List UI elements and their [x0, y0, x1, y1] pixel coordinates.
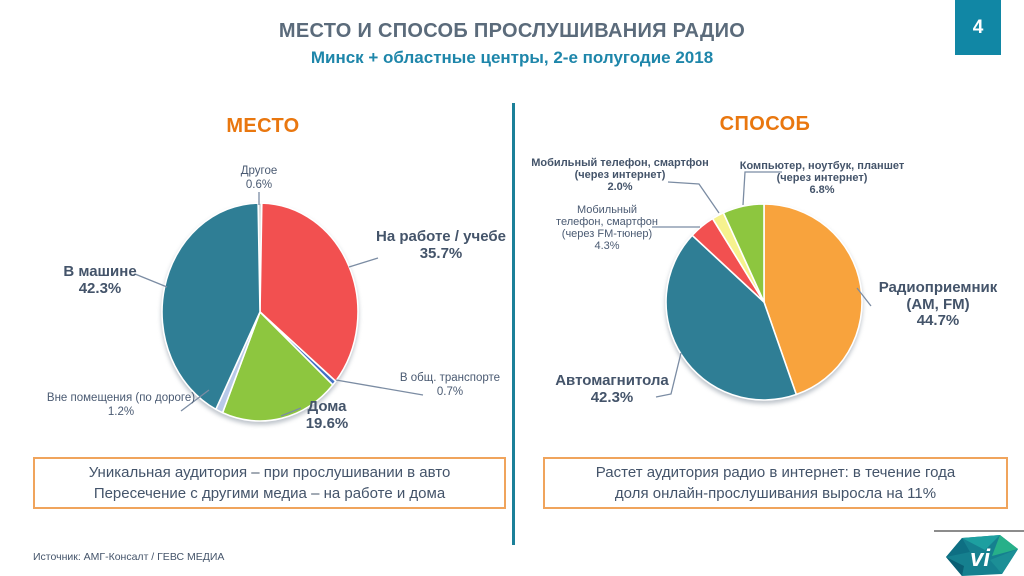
- note-way-line1: Растет аудитория радио в интернет: в теч…: [595, 464, 956, 481]
- leader-car: [134, 273, 168, 288]
- callout-mobile-fm: Мобильный телефон, смартфон (через FM-тю…: [532, 204, 682, 252]
- callout-receiver-label1: Радиоприемник: [878, 279, 998, 296]
- vi-logo: vi: [946, 535, 1018, 576]
- slide-subtitle: Минск + областные центры, 2-е полугодие …: [310, 48, 714, 67]
- callout-mobile-fm-label1: Мобильный: [576, 204, 638, 216]
- note-place-line1: Уникальная аудитория – при прослушивании…: [88, 464, 451, 481]
- callout-home-label: Дома: [307, 398, 347, 415]
- pie-slice-5: [161, 202, 261, 411]
- place-leader-lines: [134, 192, 424, 417]
- leader-work: [348, 257, 379, 268]
- callout-mobile-internet-label2: (через интернет): [574, 169, 666, 181]
- chart-heading-way: СПОСОБ: [719, 113, 811, 135]
- note-way-line2: доля онлайн-прослушивания выросла на 11%: [614, 485, 937, 502]
- callout-work-label: На работе / учебе: [376, 228, 506, 245]
- way-leader-lines: [652, 171, 872, 398]
- callout-receiver-label2: (AM, FM): [906, 295, 970, 313]
- place-pie: [161, 202, 359, 422]
- callout-mobile-fm-label3: (через FM-тюнер): [561, 228, 653, 240]
- leader-home: [280, 407, 302, 417]
- vi-logo-facet-left: [946, 538, 970, 557]
- source-text: Источник: АМГ-Консалт / ГЕВС МЕДИА: [33, 551, 225, 563]
- vi-logo-facet-bottomright: [990, 549, 1018, 574]
- callout-home-value: 19.6%: [305, 414, 349, 432]
- callout-home: Дома 19.6%: [283, 398, 371, 432]
- section-divider: [512, 103, 515, 545]
- way-pie: [665, 203, 863, 401]
- callout-car: В машине 42.3%: [30, 263, 170, 297]
- callout-other-label: Другое: [240, 165, 278, 177]
- callout-car-radio: Автомагнитола 42.3%: [542, 372, 682, 406]
- leader-car-radio: [655, 352, 682, 398]
- callout-car-label: В машине: [63, 263, 137, 280]
- callout-computer-label1: Компьютер, ноутбук, планшет: [739, 160, 905, 172]
- callout-transport-label: В общ. транспорте: [399, 372, 501, 384]
- callout-mobile-fm-label2: телефон, смартфон: [556, 216, 658, 228]
- callout-receiver-value: 44.7%: [916, 312, 960, 329]
- callout-computer-label2: (через интернет): [776, 172, 868, 184]
- callout-other-value: 0.6%: [245, 178, 273, 191]
- slide-title: МЕСТО И СПОСОБ ПРОСЛУШИВАНИЯ РАДИО: [278, 20, 746, 42]
- callout-car-radio-value: 42.3%: [590, 388, 634, 406]
- callout-mobile-internet-value: 2.0%: [607, 181, 633, 193]
- vi-logo-facet-top: [962, 535, 1000, 550]
- footer-divider-line: [934, 530, 1024, 532]
- vi-logo-facet-bottomleft: [946, 557, 964, 576]
- callout-computer: Компьютер, ноутбук, планшет (через интер…: [732, 160, 912, 196]
- leader-mobile-internet: [667, 181, 720, 214]
- callout-outside-value: 1.2%: [107, 405, 135, 418]
- callout-computer-value: 6.8%: [809, 184, 835, 196]
- callout-work: На работе / учебе 35.7%: [366, 228, 516, 262]
- leader-computer: [742, 171, 782, 206]
- callout-other: Другое 0.6%: [209, 165, 309, 192]
- vi-logo-facet-right: [992, 535, 1018, 556]
- callout-mobile-fm-value: 4.3%: [594, 240, 620, 252]
- vi-logo-text: vi: [970, 545, 991, 572]
- pie-slice-1: [665, 234, 798, 401]
- callout-work-value: 35.7%: [419, 244, 463, 262]
- callout-mobile-internet: Мобильный телефон, смартфон (через интер…: [530, 157, 710, 193]
- note-box-way: Растет аудитория радио в интернет: в теч…: [543, 457, 1008, 509]
- chart-heading-place: МЕСТО: [226, 115, 300, 137]
- callout-receiver: Радиоприемник (AM, FM) 44.7%: [868, 279, 1008, 330]
- pie-slice-4: [722, 203, 765, 303]
- callout-mobile-internet-label1: Мобильный телефон, смартфон: [531, 157, 709, 169]
- callout-car-value: 42.3%: [78, 279, 122, 297]
- leader-receiver: [856, 287, 872, 307]
- callout-outside-label: Вне помещения (по дороге): [46, 392, 196, 404]
- callout-car-radio-label: Автомагнитола: [555, 372, 669, 389]
- note-box-place: Уникальная аудитория – при прослушивании…: [33, 457, 506, 509]
- leader-outside: [180, 389, 210, 412]
- callout-transport-value: 0.7%: [436, 385, 464, 398]
- callout-outside: Вне помещения (по дороге) 1.2%: [31, 392, 211, 419]
- page-number-badge: 4: [955, 0, 1001, 55]
- pie-slice-0: [763, 203, 863, 396]
- note-place-line2: Пересечение с другими медиа – на работе …: [93, 485, 446, 502]
- leader-transport: [335, 379, 424, 396]
- callout-transport: В общ. транспорте 0.7%: [380, 372, 520, 399]
